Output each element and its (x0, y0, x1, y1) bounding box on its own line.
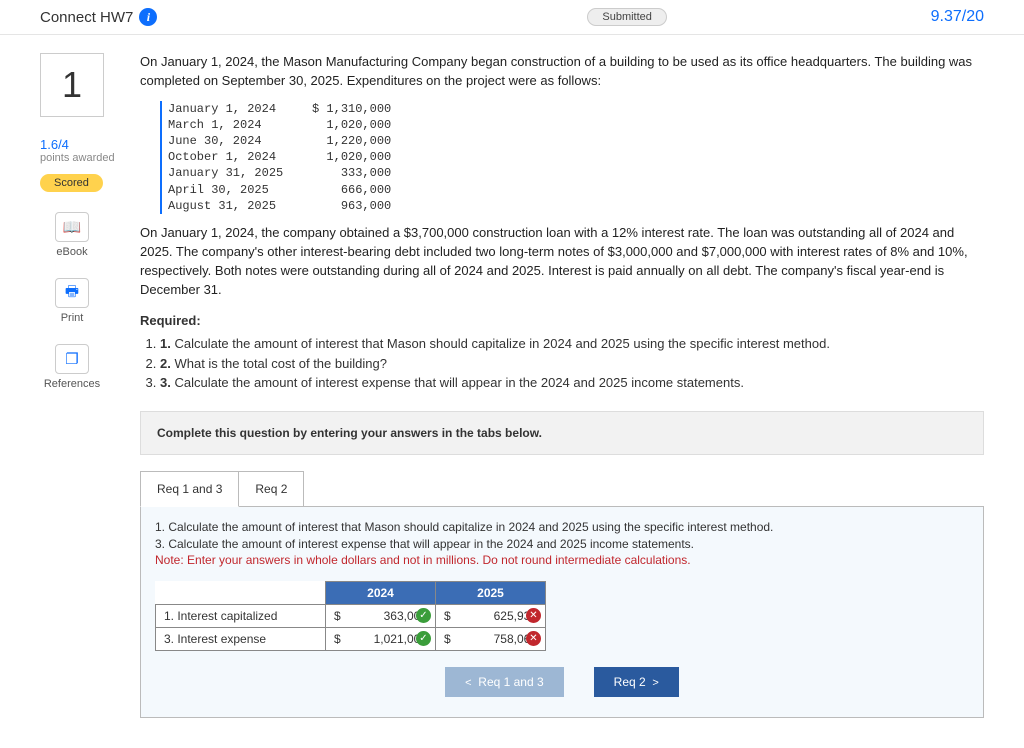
col-header: 2025 (436, 582, 546, 605)
question-number: 1 (40, 53, 104, 117)
answer-cell[interactable]: $758,062✕ (436, 628, 546, 651)
tab-req-1-3[interactable]: Req 1 and 3 (140, 471, 239, 507)
pane-line: 3. Calculate the amount of interest expe… (155, 536, 969, 553)
required-list: 1. Calculate the amount of interest that… (160, 334, 984, 393)
assignment-title: Connect HW7 (40, 9, 133, 26)
print-icon: 🖶 (55, 278, 89, 308)
required-heading: Required: (140, 313, 984, 328)
references-icon: ❐ (55, 344, 89, 374)
tab-pane-req-1-3: 1. Calculate the amount of interest that… (140, 506, 984, 718)
tab-req-2[interactable]: Req 2 (239, 471, 304, 507)
sidebar-item-ebook[interactable]: 📖 eBook (40, 212, 104, 258)
check-icon: ✓ (416, 631, 431, 646)
answer-cell[interactable]: $625,938✕ (436, 605, 546, 628)
sidebar-item-print[interactable]: 🖶 Print (40, 278, 104, 324)
x-icon: ✕ (526, 631, 541, 646)
info-icon[interactable]: i (139, 8, 157, 26)
sidebar-item-label: References (40, 378, 104, 390)
x-icon: ✕ (526, 608, 541, 623)
points-awarded: 1.6/4 (40, 137, 130, 152)
sidebar-item-references[interactable]: ❐ References (40, 344, 104, 390)
pane-note: Note: Enter your answers in whole dollar… (155, 552, 969, 569)
req-item: What is the total cost of the building? (174, 356, 386, 371)
points-label: points awarded (40, 152, 130, 164)
status-badge: Submitted (587, 8, 667, 26)
col-header: 2024 (326, 582, 436, 605)
req-item: Calculate the amount of interest that Ma… (174, 336, 829, 351)
row-label: 1. Interest capitalized (156, 605, 326, 628)
answer-cell[interactable]: $363,000✓ (326, 605, 436, 628)
scored-badge: Scored (40, 174, 103, 192)
table-row: 1. Interest capitalized $363,000✓ $625,9… (156, 605, 546, 628)
ebook-icon: 📖 (55, 212, 89, 242)
answer-table: 2024 2025 1. Interest capitalized $363,0… (155, 581, 546, 651)
check-icon: ✓ (416, 608, 431, 623)
sidebar-item-label: eBook (40, 246, 104, 258)
sidebar-item-label: Print (40, 312, 104, 324)
expenditures-block: January 1, 2024 $ 1,310,000 March 1, 202… (160, 101, 984, 214)
req-item: Calculate the amount of interest expense… (174, 375, 743, 390)
question-intro: On January 1, 2024, the Mason Manufactur… (140, 53, 984, 91)
next-button[interactable]: Req 2 > (594, 667, 679, 697)
prev-button[interactable]: < Req 1 and 3 (445, 667, 564, 697)
question-para2: On January 1, 2024, the company obtained… (140, 224, 984, 299)
answer-cell[interactable]: $1,021,000✓ (326, 628, 436, 651)
assignment-score: 9.37/20 (931, 8, 984, 26)
pane-line: 1. Calculate the amount of interest that… (155, 519, 969, 536)
row-label: 3. Interest expense (156, 628, 326, 651)
table-row: 3. Interest expense $1,021,000✓ $758,062… (156, 628, 546, 651)
instruction-banner: Complete this question by entering your … (140, 411, 984, 455)
